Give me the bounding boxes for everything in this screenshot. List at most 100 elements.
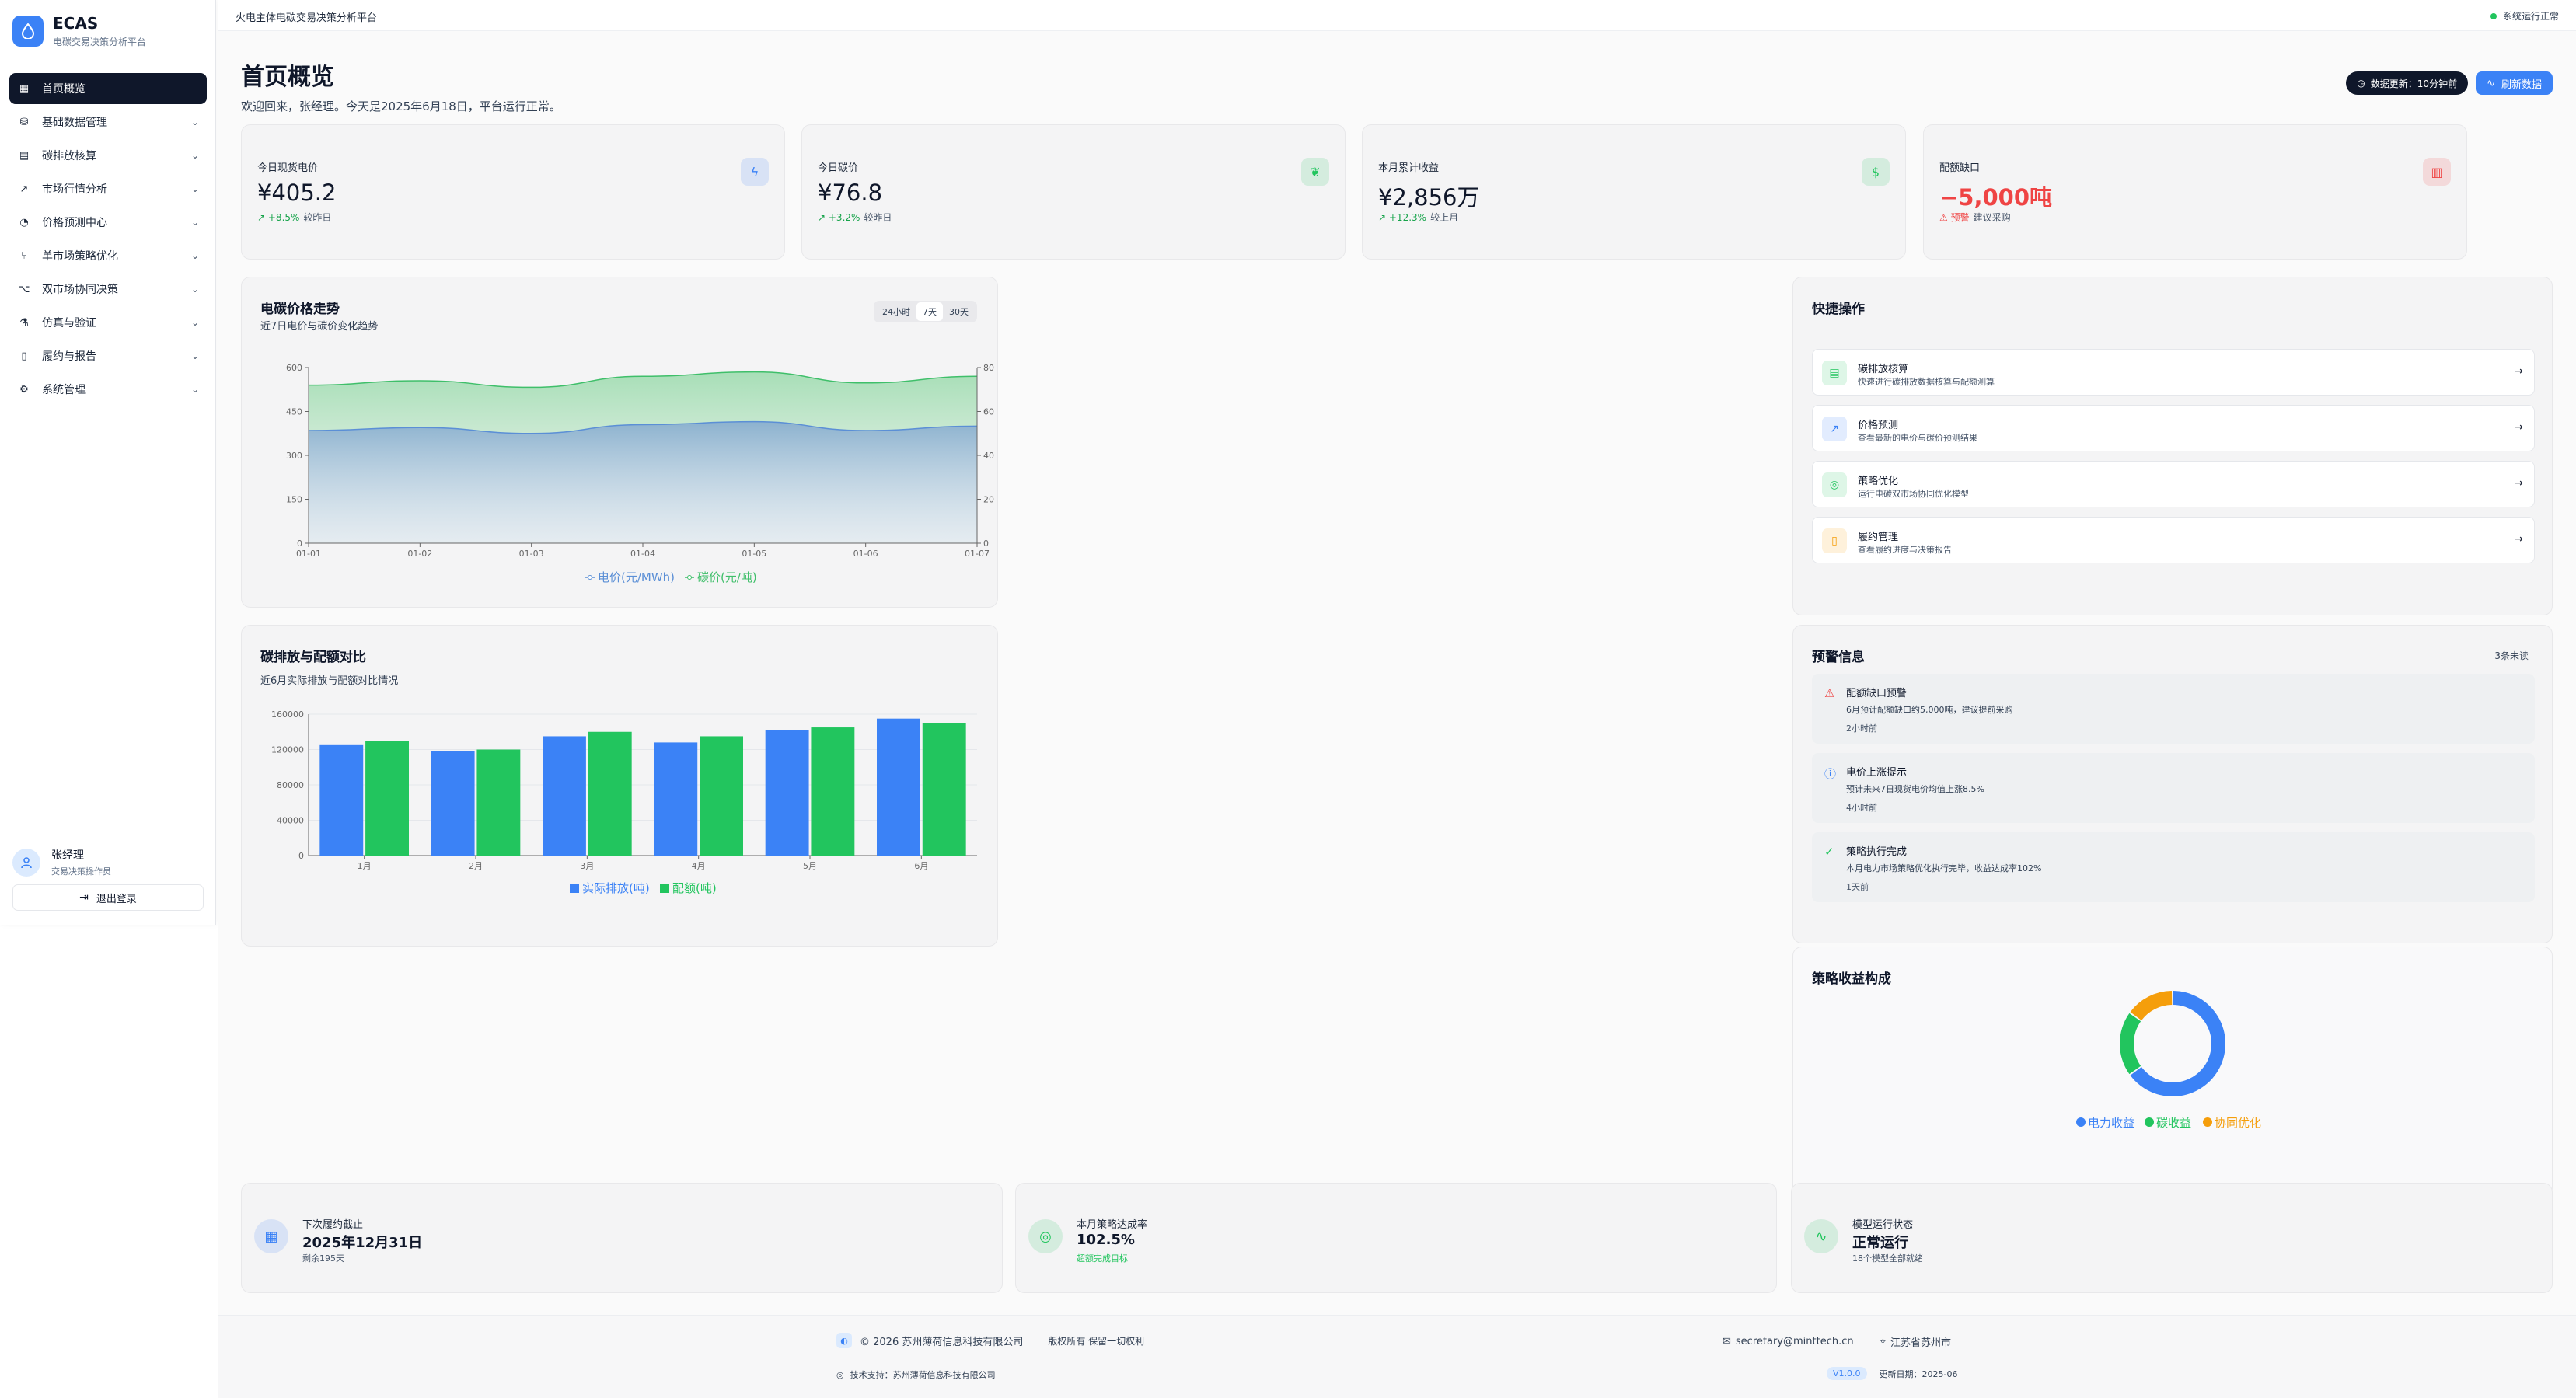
summary-card: ∿ 模型运行状态 正常运行 18个模型全部就绪 xyxy=(1791,1183,2553,1293)
y-tick-label-right: 0 xyxy=(983,539,989,549)
summary-value: 102.5% xyxy=(1077,1232,1135,1248)
y-tick-label-left: 0 xyxy=(297,539,302,549)
legend-label: 碳收益 xyxy=(2156,1116,2191,1130)
sidebar-item-3[interactable]: ↗ 市场行情分析 ⌄ xyxy=(9,173,207,204)
legend-item[interactable]: 实际排放(吨) xyxy=(570,881,650,895)
x-tick-label: 6月 xyxy=(914,861,928,871)
legend-item[interactable]: 电价(元/MWh) xyxy=(585,570,675,584)
droplet-icon xyxy=(12,16,44,47)
summary-label: 模型运行状态 xyxy=(1852,1219,1914,1231)
sidebar-item-label: 仿真与验证 xyxy=(42,317,96,329)
donut-slice[interactable] xyxy=(2130,991,2225,1096)
bar-quota[interactable] xyxy=(700,736,743,856)
alerts-title: 预警信息 xyxy=(1812,650,1865,665)
x-tick-label: 5月 xyxy=(803,861,817,871)
y-tick-label-left: 150 xyxy=(286,495,302,505)
legend-item[interactable]: 电力收益 xyxy=(2076,1116,2134,1130)
footer-email[interactable]: secretary@minttech.cn xyxy=(1735,1336,1854,1347)
bar-emission[interactable] xyxy=(319,744,364,856)
bar-emission[interactable] xyxy=(431,751,475,856)
version-badge: V1.0.0 xyxy=(1827,1367,1867,1380)
legend-swatch xyxy=(2076,1117,2086,1127)
donut-slice[interactable] xyxy=(2130,991,2173,1021)
brand[interactable]: ECAS 电碳交易决策分析平台 xyxy=(12,14,146,48)
kpi-value: ¥405.2 xyxy=(257,180,337,206)
network-icon: ⌥ xyxy=(18,283,30,295)
footer-logo-icon: ◐ xyxy=(836,1333,852,1348)
bar-emission[interactable] xyxy=(877,718,920,856)
sidebar-item-4[interactable]: ◔ 价格预测中心 ⌄ xyxy=(9,207,207,238)
x-tick-label: 3月 xyxy=(580,861,594,871)
bar-quota[interactable] xyxy=(922,723,966,856)
sidebar-item-8[interactable]: ▯ 履约与报告 ⌄ xyxy=(9,340,207,371)
chevron-down-icon: ⌄ xyxy=(190,183,199,194)
quick-action-item[interactable]: ↗ 价格预测 查看最新的电价与碳价预测结果 → xyxy=(1812,405,2535,451)
bar-emission[interactable] xyxy=(543,736,586,856)
legend-item[interactable]: 协同优化 xyxy=(2203,1116,2261,1130)
sidebar: ECAS 电碳交易决策分析平台 ▦ 首页概览 ⛁ 基础数据管理 ⌄ ▤ 碳排放核算 ⌄ ↗ 市场行… xyxy=(0,0,216,925)
alert-item[interactable]: ⓘ 电价上涨提示 预计未来7日现货电价均值上涨8.5% 4小时前 xyxy=(1812,753,2535,823)
trending-up-icon: ↗ xyxy=(1822,417,1847,441)
sidebar-item-1[interactable]: ⛁ 基础数据管理 ⌄ xyxy=(9,106,207,138)
sidebar-item-label: 市场行情分析 xyxy=(42,183,107,196)
app-subtitle: 电碳交易决策分析平台 xyxy=(53,37,147,47)
bar-quota[interactable] xyxy=(365,741,409,856)
sidebar-item-9[interactable]: ⚙ 系统管理 ⌄ xyxy=(9,374,207,405)
bar-emission[interactable] xyxy=(654,742,698,856)
quick-action-desc: 快速进行碳排放数据核算与配额测算 xyxy=(1858,377,1995,387)
legend-item[interactable]: 碳收益 xyxy=(2145,1116,2191,1130)
page-title: 首页概览 xyxy=(241,64,334,91)
quick-action-item[interactable]: ◎ 策略优化 运行电碳双市场协同优化模型 → xyxy=(1812,461,2535,507)
footer-rights: 版权所有 保留一切权利 xyxy=(1048,1335,1145,1347)
kpi-delta-note: 较昨日 xyxy=(303,212,332,223)
quick-action-title: 策略优化 xyxy=(1858,476,1899,487)
range-tab[interactable]: 7天 xyxy=(916,302,943,321)
kpi-delta: ↗ +3.2% 较昨日 xyxy=(818,211,892,224)
sidebar-item-5[interactable]: ⑂ 单市场策略优化 ⌄ xyxy=(9,240,207,271)
bar-quota[interactable] xyxy=(476,749,521,856)
series-line-power-price xyxy=(308,420,978,434)
legend-label: 电价(元/MWh) xyxy=(598,570,675,584)
bar-emission[interactable] xyxy=(765,730,809,856)
y-tick-label-left: 600 xyxy=(286,363,302,373)
chevron-down-icon: ⌄ xyxy=(190,384,199,395)
user-profile[interactable]: 张经理 交易决策操作员 xyxy=(12,847,111,877)
footer: ◐ © 2026 苏州薄荷信息科技有限公司 版权所有 保留一切权利 ✉ secr… xyxy=(218,1315,2576,1398)
database-icon: ⛁ xyxy=(19,116,29,128)
logout-label: 退出登录 xyxy=(96,893,137,905)
sidebar-item-0[interactable]: ▦ 首页概览 xyxy=(9,73,207,104)
bar-quota[interactable] xyxy=(588,731,632,856)
range-tab[interactable]: 30天 xyxy=(949,307,969,317)
range-tab[interactable]: 24小时 xyxy=(882,307,910,317)
kpi-delta-value: +8.5% xyxy=(267,212,300,223)
logout-button[interactable]: ⇥ 退出登录 xyxy=(12,884,204,911)
series-area-carbon-price xyxy=(309,371,977,434)
alert-item[interactable]: ✓ 策略执行完成 本月电力市场策略优化执行完毕，收益达成率102% 1天前 xyxy=(1812,832,2535,902)
refresh-button[interactable]: ∿ 刷新数据 xyxy=(2476,71,2553,95)
kpi-card: 本月累计收益 ¥2,856万 ↗ +12.3% 较上月 $ xyxy=(1362,124,1906,260)
series-area-power-price xyxy=(309,421,977,543)
kpi-label: 今日碳价 xyxy=(818,162,859,174)
alert-item[interactable]: ⚠ 配额缺口预警 6月预计配额缺口约5,000吨，建议提前采购 2小时前 xyxy=(1812,674,2535,744)
alerts-card: 预警信息 3条未读 ⚠ 配额缺口预警 6月预计配额缺口约5,000吨，建议提前采购 2… xyxy=(1792,625,2553,943)
legend-item[interactable]: 碳价(元/吨) xyxy=(685,570,757,584)
sidebar-item-6[interactable]: ⌥ 双市场协同决策 ⌄ xyxy=(9,274,207,305)
kpi-delta-note: 较昨日 xyxy=(864,212,892,223)
summary-card: ▦ 下次履约截止 2025年12月31日 剩余195天 xyxy=(241,1183,1003,1293)
quick-action-item[interactable]: ▯ 履约管理 查看履约进度与决策报告 → xyxy=(1812,517,2535,563)
clock-icon: ◷ xyxy=(2357,78,2365,89)
legend-marker xyxy=(687,575,692,580)
quick-actions-title: 快捷操作 xyxy=(1812,302,1865,317)
sidebar-item-7[interactable]: ⚗ 仿真与验证 ⌄ xyxy=(9,307,207,338)
donut-slice[interactable] xyxy=(2120,1013,2141,1075)
legend-swatch xyxy=(2145,1117,2154,1127)
bar-quota[interactable] xyxy=(811,727,855,856)
sidebar-item-2[interactable]: ▤ 碳排放核算 ⌄ xyxy=(9,140,207,171)
legend-item[interactable]: 配额(吨) xyxy=(660,881,717,895)
kpi-delta-value: +12.3% xyxy=(1388,212,1427,223)
dollar-icon: $ xyxy=(1862,158,1890,186)
kpi-delta-note: 建议采购 xyxy=(1973,212,2011,223)
chevron-down-icon: ⌄ xyxy=(190,150,199,161)
quick-action-item[interactable]: ▤ 碳排放核算 快速进行碳排放数据核算与配额测算 → xyxy=(1812,349,2535,396)
kpi-delta-note: 较上月 xyxy=(1430,212,1459,223)
